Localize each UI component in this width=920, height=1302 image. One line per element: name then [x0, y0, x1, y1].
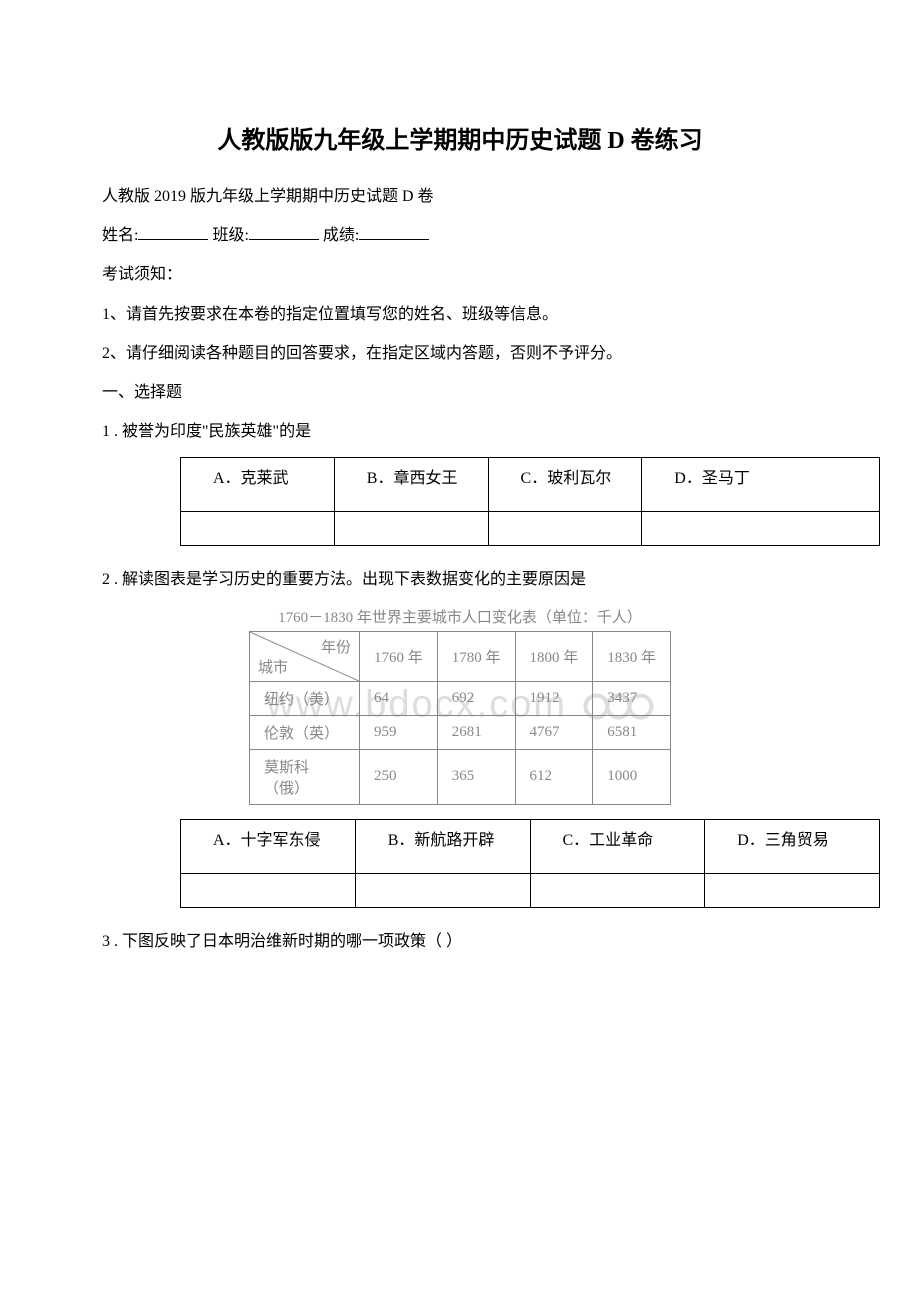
value-cell: 250	[359, 749, 437, 804]
q2-option-d[interactable]: D．三角贸易	[705, 819, 880, 873]
year-col-3: 1830 年	[593, 631, 671, 681]
city-cell: 莫斯科（俄）	[249, 749, 359, 804]
student-info-line: 姓名: 班级: 成绩:	[70, 218, 850, 253]
class-blank[interactable]	[249, 224, 319, 240]
subtitle: 人教版 2019 版九年级上学期期中历史试题 D 卷	[70, 179, 850, 214]
q1-blank-b	[334, 512, 488, 546]
value-cell: 692	[437, 681, 515, 715]
q1-blank-c	[488, 512, 642, 546]
q1-option-b[interactable]: B．章西女王	[334, 458, 488, 512]
q1-blank-a	[181, 512, 335, 546]
page-title: 人教版版九年级上学期期中历史试题 D 卷练习	[70, 120, 850, 155]
table-row: 伦敦（英） 959 2681 4767 6581	[249, 715, 670, 749]
q2-option-a[interactable]: A．十字军东侵	[181, 819, 356, 873]
year-col-0: 1760 年	[359, 631, 437, 681]
value-cell: 1000	[593, 749, 671, 804]
table-header-row: 年份 城市 1760 年 1780 年 1800 年 1830 年	[249, 631, 670, 681]
notice-1: 1、请首先按要求在本卷的指定位置填写您的姓名、班级等信息。	[70, 297, 850, 332]
year-col-2: 1800 年	[515, 631, 593, 681]
q2-blank-d	[705, 873, 880, 907]
q2-option-c[interactable]: C．工业革命	[530, 819, 705, 873]
value-cell: 4767	[515, 715, 593, 749]
q1-options-table: A．克莱武 B．章西女王 C．玻利瓦尔 D．圣马丁	[180, 457, 880, 546]
q2-option-b[interactable]: B．新航路开辟	[355, 819, 530, 873]
q2-blank-c	[530, 873, 705, 907]
year-col-1: 1780 年	[437, 631, 515, 681]
chart-caption: 1760－1830 年世界主要城市人口变化表（单位：千人）	[70, 606, 850, 627]
q1-option-d[interactable]: D．圣马丁	[642, 458, 880, 512]
notice-2: 2、请仔细阅读各种题目的回答要求，在指定区域内答题，否则不予评分。	[70, 336, 850, 371]
value-cell: 64	[359, 681, 437, 715]
section-1-header: 一、选择题	[70, 375, 850, 410]
table-corner-cell: 年份 城市	[249, 631, 359, 681]
q2-blank-a	[181, 873, 356, 907]
value-cell: 959	[359, 715, 437, 749]
value-cell: 6581	[593, 715, 671, 749]
q1-option-c[interactable]: C．玻利瓦尔	[488, 458, 642, 512]
chart-area: 1760－1830 年世界主要城市人口变化表（单位：千人） www.bdocx.…	[70, 606, 850, 805]
value-cell: 1912	[515, 681, 593, 715]
name-label: 姓名:	[102, 227, 138, 244]
question-1: 1 . 被誉为印度"民族英雄"的是	[70, 414, 850, 449]
population-data-table: 年份 城市 1760 年 1780 年 1800 年 1830 年 纽约（美） …	[249, 631, 671, 805]
value-cell: 3437	[593, 681, 671, 715]
value-cell: 365	[437, 749, 515, 804]
score-blank[interactable]	[359, 224, 429, 240]
city-cell: 纽约（美）	[249, 681, 359, 715]
table-row: 纽约（美） 64 692 1912 3437	[249, 681, 670, 715]
city-cell: 伦敦（英）	[249, 715, 359, 749]
value-cell: 2681	[437, 715, 515, 749]
question-2: 2 . 解读图表是学习历史的重要方法。出现下表数据变化的主要原因是	[70, 562, 850, 597]
name-blank[interactable]	[138, 224, 208, 240]
q1-blank-d	[642, 512, 880, 546]
notice-header: 考试须知：	[70, 257, 850, 292]
header-year-label: 年份	[321, 636, 351, 657]
question-3: 3 . 下图反映了日本明治维新时期的哪一项政策（ ）	[70, 924, 850, 959]
score-label: 成绩:	[323, 227, 359, 244]
value-cell: 612	[515, 749, 593, 804]
class-label: 班级:	[212, 227, 248, 244]
header-city-label: 城市	[258, 656, 288, 677]
q2-blank-b	[355, 873, 530, 907]
table-row: 莫斯科（俄） 250 365 612 1000	[249, 749, 670, 804]
q2-options-table: A．十字军东侵 B．新航路开辟 C．工业革命 D．三角贸易	[180, 819, 880, 908]
q1-option-a[interactable]: A．克莱武	[181, 458, 335, 512]
